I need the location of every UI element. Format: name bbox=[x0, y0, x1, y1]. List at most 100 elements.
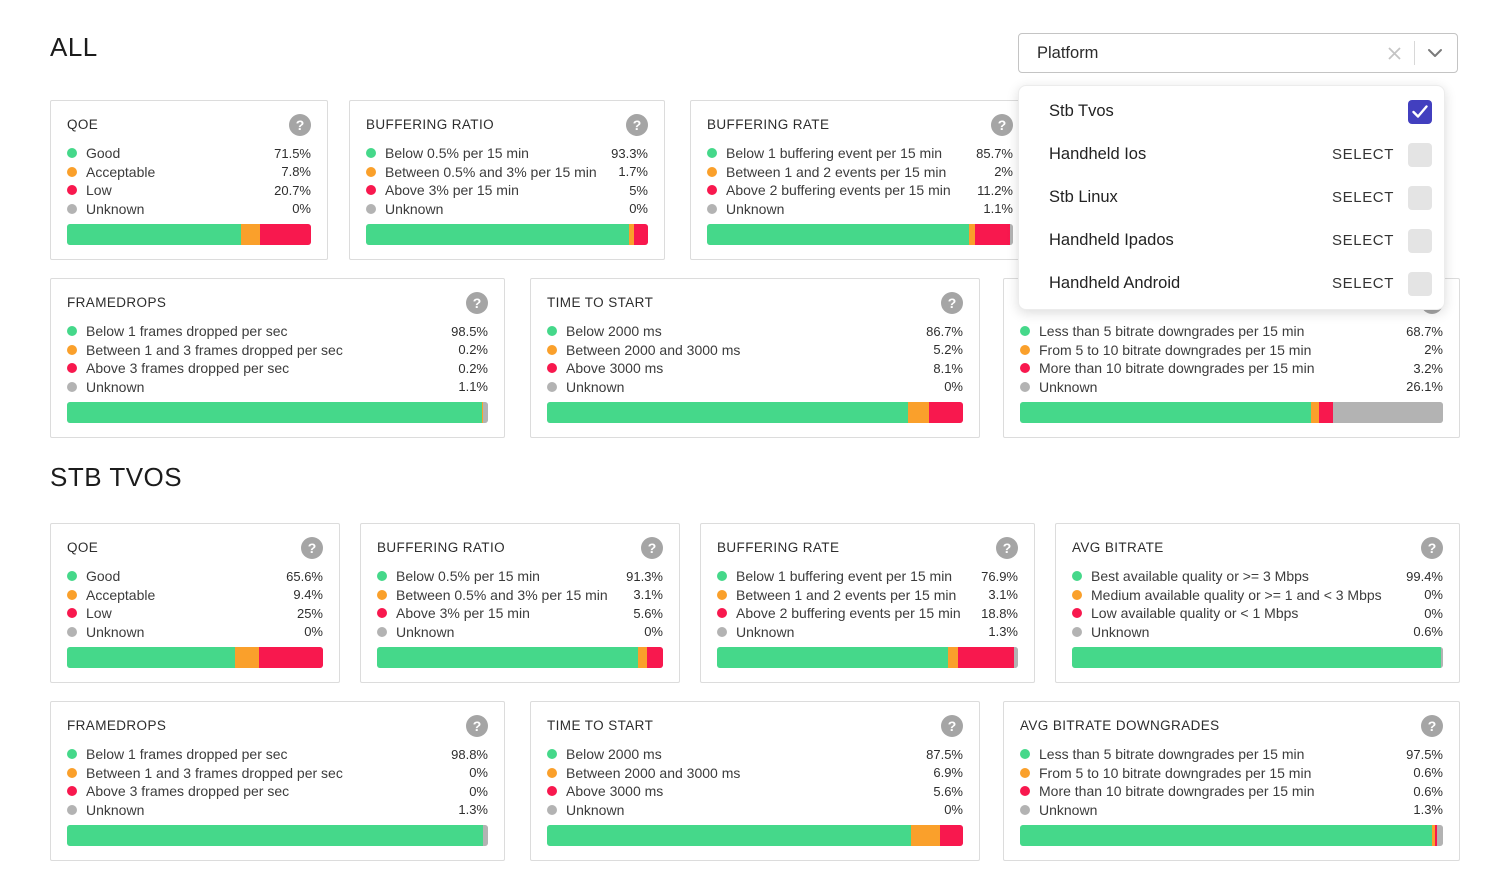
help-icon[interactable]: ? bbox=[466, 292, 488, 314]
legend-dot-acceptable bbox=[1020, 344, 1030, 355]
legend-label: Unknown bbox=[736, 623, 795, 640]
legend-row: Below 0.5% per 15 min 91.3% bbox=[377, 567, 663, 586]
metric-legend: Below 1 frames dropped per sec 98.8% Bet… bbox=[67, 745, 488, 819]
legend-value: 5.6% bbox=[633, 605, 663, 621]
metric-legend: Below 0.5% per 15 min 93.3% Between 0.5%… bbox=[366, 144, 648, 218]
legend-dot-unknown bbox=[707, 203, 717, 214]
bar-segment-low bbox=[1319, 402, 1333, 423]
legend-value: 6.9% bbox=[933, 765, 963, 781]
legend-row: Unknown 1.3% bbox=[67, 801, 488, 820]
legend-label: Above 3 frames dropped per sec bbox=[86, 783, 290, 800]
legend-dot-low bbox=[547, 786, 557, 797]
card-title: FRAMEDROPS bbox=[67, 718, 167, 733]
legend-label: Below 2000 ms bbox=[566, 746, 662, 763]
platform-checkbox[interactable] bbox=[1408, 271, 1432, 296]
legend-value: 8.1% bbox=[933, 360, 963, 376]
legend-value: 5% bbox=[629, 182, 648, 198]
help-icon[interactable]: ? bbox=[941, 715, 963, 737]
platform-option[interactable]: Handheld Ipados SELECT bbox=[1031, 219, 1432, 262]
select-action-label[interactable]: SELECT bbox=[1332, 189, 1394, 206]
platform-option[interactable]: Stb Linux SELECT bbox=[1031, 176, 1432, 219]
legend-row: Between 1 and 3 frames dropped per sec 0… bbox=[67, 764, 488, 783]
legend-dot-low bbox=[547, 363, 557, 374]
bar-segment-good bbox=[1020, 825, 1433, 846]
metric-card: TIME TO START ? Below 2000 ms 86.7% Betw… bbox=[530, 278, 980, 438]
legend-dot-low bbox=[377, 608, 387, 619]
bar-segment-good bbox=[1072, 647, 1441, 668]
help-icon[interactable]: ? bbox=[641, 537, 663, 559]
legend-label: Medium available quality or >= 1 and < 3… bbox=[1091, 586, 1382, 603]
metric-legend: Below 1 buffering event per 15 min 76.9%… bbox=[717, 567, 1018, 641]
legend-label: Between 0.5% and 3% per 15 min bbox=[396, 586, 608, 603]
help-icon[interactable]: ? bbox=[301, 537, 323, 559]
legend-dot-acceptable bbox=[67, 344, 77, 355]
platform-option-controls: SELECT bbox=[1332, 228, 1432, 253]
legend-label: Unknown bbox=[396, 623, 455, 640]
platform-filter-select[interactable]: Platform bbox=[1018, 33, 1458, 73]
legend-dot-acceptable bbox=[707, 166, 717, 177]
card-header: AVG BITRATE ? bbox=[1072, 537, 1443, 559]
distribution-bar bbox=[717, 647, 1018, 668]
platform-option[interactable]: Handheld Android SELECT bbox=[1031, 262, 1432, 305]
platform-option[interactable]: Stb Tvos bbox=[1031, 90, 1432, 133]
legend-label: Low available quality or < 1 Mbps bbox=[1091, 605, 1299, 622]
bar-segment-low bbox=[482, 402, 484, 423]
help-icon[interactable]: ? bbox=[626, 114, 648, 136]
legend-label: Below 0.5% per 15 min bbox=[385, 145, 529, 162]
platform-option-controls: SELECT bbox=[1332, 142, 1432, 167]
select-action-label[interactable]: SELECT bbox=[1332, 146, 1394, 163]
legend-value: 3.2% bbox=[1413, 360, 1443, 376]
bar-segment-good bbox=[547, 402, 908, 423]
help-icon[interactable]: ? bbox=[941, 292, 963, 314]
legend-dot-unknown bbox=[1072, 626, 1082, 637]
help-icon[interactable]: ? bbox=[289, 114, 311, 136]
legend-dot-good bbox=[67, 326, 77, 337]
platform-checkbox[interactable] bbox=[1408, 142, 1432, 167]
select-action-label[interactable]: SELECT bbox=[1332, 275, 1394, 292]
platform-checkbox[interactable] bbox=[1408, 185, 1432, 210]
bar-segment-acceptable bbox=[948, 647, 958, 668]
legend-dot-unknown bbox=[1020, 381, 1030, 392]
bar-segment-good bbox=[547, 825, 911, 846]
legend-value: 71.5% bbox=[274, 145, 311, 161]
help-icon[interactable]: ? bbox=[991, 114, 1013, 136]
clear-icon[interactable] bbox=[1387, 46, 1402, 61]
legend-dot-unknown bbox=[67, 804, 77, 815]
distribution-bar bbox=[377, 647, 663, 668]
legend-row: Above 3000 ms 8.1% bbox=[547, 359, 963, 378]
legend-row: Between 0.5% and 3% per 15 min 3.1% bbox=[377, 586, 663, 605]
help-icon[interactable]: ? bbox=[466, 715, 488, 737]
card-title: QOE bbox=[67, 117, 99, 132]
legend-label: More than 10 bitrate downgrades per 15 m… bbox=[1039, 783, 1315, 800]
card-title: TIME TO START bbox=[547, 718, 654, 733]
legend-value: 20.7% bbox=[274, 182, 311, 198]
card-header: QOE ? bbox=[67, 114, 311, 136]
distribution-bar bbox=[1020, 402, 1443, 423]
select-action-label[interactable]: SELECT bbox=[1332, 232, 1394, 249]
bar-segment-good bbox=[67, 825, 483, 846]
help-icon[interactable]: ? bbox=[1421, 715, 1443, 737]
legend-value: 11.2% bbox=[977, 182, 1013, 198]
platform-option-controls: SELECT bbox=[1332, 271, 1432, 296]
card-header: QOE ? bbox=[67, 537, 323, 559]
platform-checkbox[interactable] bbox=[1408, 99, 1432, 124]
legend-row: Unknown 1.1% bbox=[67, 378, 488, 397]
legend-label: Below 2000 ms bbox=[566, 323, 662, 340]
legend-label: Low bbox=[86, 605, 112, 622]
legend-row: Unknown 0% bbox=[547, 378, 963, 397]
legend-row: Unknown 1.3% bbox=[1020, 801, 1443, 820]
chevron-down-icon[interactable] bbox=[1427, 48, 1443, 58]
distribution-bar bbox=[707, 224, 1013, 245]
platform-checkbox[interactable] bbox=[1408, 228, 1432, 253]
bar-segment-low bbox=[1434, 825, 1438, 846]
platform-option[interactable]: Handheld Ios SELECT bbox=[1031, 133, 1432, 176]
help-icon[interactable]: ? bbox=[996, 537, 1018, 559]
legend-dot-acceptable bbox=[717, 589, 727, 600]
legend-label: Above 3 frames dropped per sec bbox=[86, 360, 290, 377]
legend-row: Unknown 0% bbox=[67, 623, 323, 642]
metric-card: TIME TO START ? Below 2000 ms 87.5% Betw… bbox=[530, 701, 980, 861]
legend-value: 1.7% bbox=[618, 164, 648, 180]
legend-dot-good bbox=[717, 571, 727, 582]
legend-label: Less than 5 bitrate downgrades per 15 mi… bbox=[1039, 746, 1305, 763]
help-icon[interactable]: ? bbox=[1421, 537, 1443, 559]
